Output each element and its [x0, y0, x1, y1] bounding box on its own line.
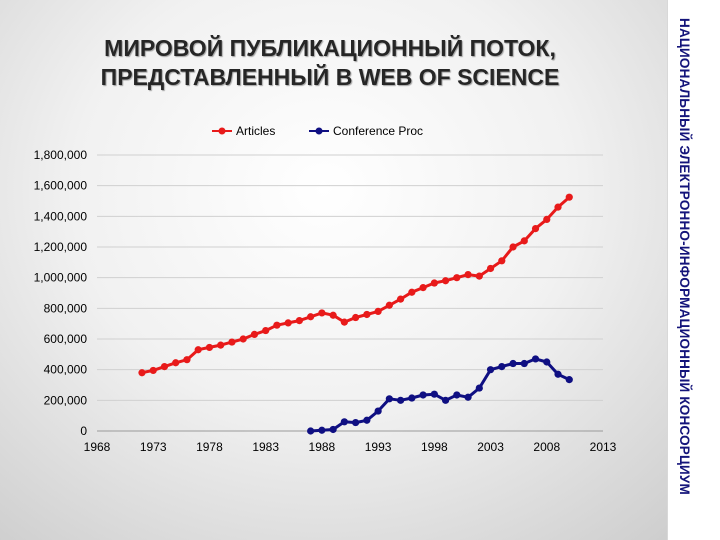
articles-point	[172, 359, 180, 367]
x-axis-ticks: 1968 1973 1978 1983 1988 1993 1998 2003 2008 2013	[84, 440, 617, 454]
conference-proc-legend-marker	[315, 127, 323, 135]
conference-proc-point	[475, 384, 483, 392]
articles-point	[565, 193, 573, 201]
gridlines	[97, 154, 603, 432]
y-axis-ticks: 0 200,000 400,000 600,000 800,000 1,000,000 1,…	[34, 148, 88, 438]
articles-point	[239, 335, 247, 343]
articles-point	[509, 243, 517, 251]
conference-proc-point	[453, 391, 461, 399]
articles-legend-label: Articles	[236, 124, 275, 138]
articles-point	[385, 301, 393, 309]
conference-proc-point	[531, 355, 540, 363]
articles-point	[138, 369, 146, 377]
slide-title: МИРОВОЙ ПУБЛИКАЦИОННЫЙ ПОТОК, ПРЕДСТАВЛЕ…	[40, 34, 620, 92]
y-tick-label: 1,000,000	[34, 271, 88, 285]
conference-proc-point	[464, 393, 472, 401]
articles-point	[160, 363, 169, 371]
conference-proc-point	[318, 426, 326, 434]
x-tick-label: 2003	[477, 440, 504, 454]
articles-point	[374, 307, 382, 315]
y-tick-label: 0	[80, 424, 87, 438]
articles-point	[205, 343, 214, 352]
articles-point	[352, 313, 360, 322]
x-tick-label: 2013	[590, 440, 617, 454]
conference-proc-point	[385, 395, 393, 403]
x-tick-label: 1988	[309, 440, 336, 454]
x-tick-label: 1998	[421, 440, 448, 454]
side-band	[667, 0, 720, 540]
articles-point	[486, 264, 495, 273]
conference-proc-point	[565, 376, 573, 384]
articles-point	[250, 330, 259, 338]
y-tick-label: 600,000	[44, 332, 88, 346]
articles-point	[453, 274, 461, 282]
articles-point	[217, 341, 225, 349]
conference-proc-point	[498, 363, 506, 371]
x-tick-label: 1968	[84, 440, 111, 454]
articles-point	[318, 309, 326, 317]
articles-point	[554, 203, 562, 211]
articles-point	[262, 326, 270, 335]
conference-proc-point	[509, 359, 517, 368]
articles-point	[464, 271, 472, 279]
articles-point	[307, 313, 315, 321]
y-tick-label: 1,800,000	[34, 148, 88, 162]
articles-legend-marker	[218, 127, 226, 135]
conference-proc-point	[340, 418, 348, 426]
articles-point	[284, 319, 292, 327]
legend: Articles Conference Proc	[212, 124, 423, 138]
articles-point	[228, 338, 236, 346]
y-tick-label: 400,000	[44, 363, 88, 377]
articles-point	[340, 318, 348, 326]
articles-point	[397, 295, 405, 303]
y-tick-label: 1,200,000	[34, 240, 88, 254]
articles-point	[531, 225, 540, 233]
x-tick-label: 1973	[140, 440, 167, 454]
articles-point	[295, 317, 303, 325]
articles-point	[273, 321, 281, 329]
x-tick-label: 2008	[533, 440, 560, 454]
conference-proc-point	[486, 366, 495, 374]
articles-point	[498, 257, 506, 265]
conference-proc-point	[441, 396, 450, 404]
articles-point	[408, 288, 416, 296]
y-tick-label: 1,400,000	[34, 209, 88, 223]
conference-proc-legend-label: Conference Proc	[333, 124, 423, 138]
articles-point	[543, 215, 551, 223]
articles-point	[520, 237, 528, 245]
title-line-2: ПРЕДСТАВЛЕННЫЙ В WEB OF SCIENCE	[100, 64, 560, 90]
conference-proc-point	[397, 396, 405, 404]
conference-proc-point	[554, 370, 562, 378]
conference-proc-point	[520, 359, 528, 368]
articles-point	[183, 356, 191, 364]
y-tick-label: 1,600,000	[34, 179, 88, 193]
articles-point	[194, 346, 202, 354]
articles-point	[329, 311, 337, 319]
series-group	[138, 193, 573, 435]
y-tick-label: 800,000	[44, 301, 88, 315]
conference-proc-point	[408, 394, 416, 402]
conference-proc-point	[329, 425, 337, 434]
articles-point	[441, 277, 450, 285]
conference-proc-point	[352, 418, 360, 427]
conference-proc-point	[419, 391, 427, 399]
articles-point	[149, 366, 157, 375]
conference-proc-point	[307, 427, 315, 435]
articles-point	[430, 279, 438, 287]
conference-proc-point	[374, 407, 382, 415]
x-tick-label: 1993	[365, 440, 392, 454]
conference-proc-point	[363, 416, 371, 424]
y-tick-label: 200,000	[44, 393, 88, 407]
title-line-1: МИРОВОЙ ПУБЛИКАЦИОННЫЙ ПОТОК,	[104, 35, 556, 61]
x-tick-label: 1983	[252, 440, 279, 454]
conference-proc-point	[430, 390, 438, 398]
conference-proc-point	[543, 358, 551, 366]
x-tick-label: 1978	[196, 440, 223, 454]
articles-point	[363, 310, 371, 319]
articles-point	[419, 284, 427, 292]
consortium-label: НАЦИОНАЛЬНЫЙ ЭЛЕКТРОННО-ИНФОРМАЦИОННЫЙ К…	[677, 18, 692, 495]
articles-point	[475, 272, 483, 280]
